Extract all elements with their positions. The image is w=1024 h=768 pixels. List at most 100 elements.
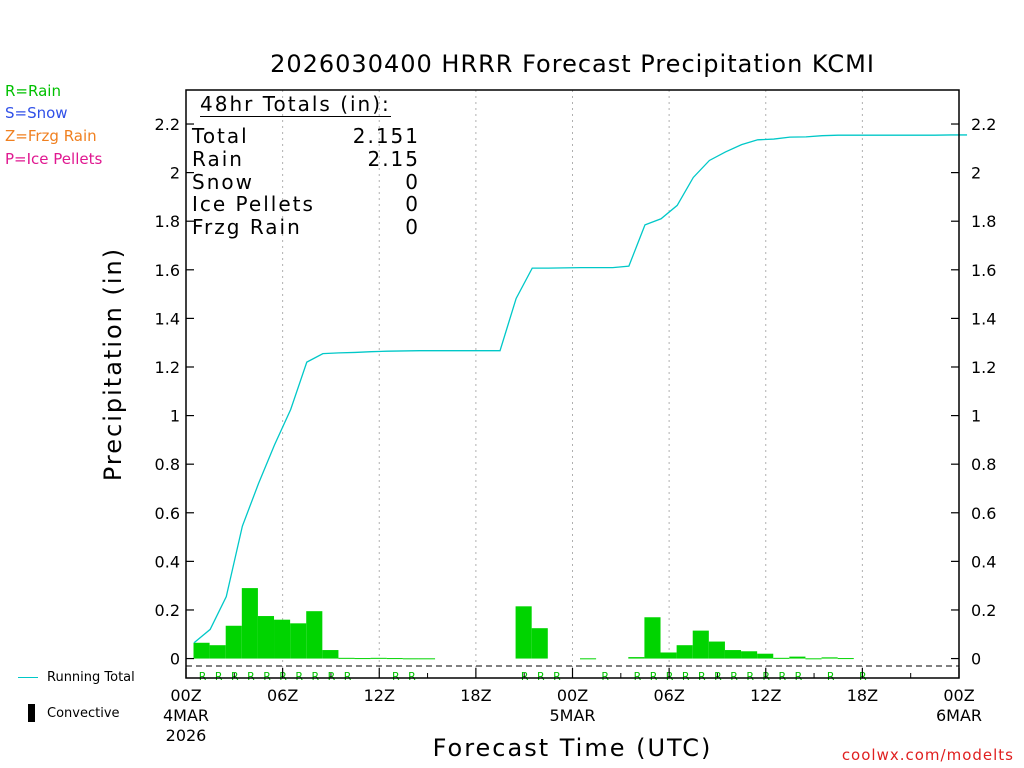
ptype-marker: R: [779, 670, 787, 683]
ptype-marker: R: [762, 670, 770, 683]
y-tick-label-right: 1.6: [971, 261, 996, 280]
y-tick-label: 1.4: [155, 309, 180, 328]
x-axis-label: Forecast Time (UTC): [432, 734, 713, 762]
ptype-marker: R: [279, 670, 287, 683]
x-tick-label: 6MAR: [936, 706, 982, 725]
totals-header: 48hr Totals (in):: [200, 92, 391, 117]
precip-bar: [193, 642, 210, 659]
ptype-marker: R: [795, 670, 803, 683]
legend-snow: S=Snow: [5, 104, 68, 122]
totals-label-freezing-rain: Frzg Rain: [192, 215, 302, 239]
precip-bar: [241, 588, 258, 659]
precip-bar: [676, 645, 693, 659]
ptype-marker: R: [714, 670, 722, 683]
y-tick-label: 1.2: [155, 358, 180, 377]
y-tick-label: 0.2: [155, 601, 180, 620]
y-tick-label: 0.8: [155, 455, 180, 474]
y-tick-label-right: 1: [971, 407, 981, 426]
totals-value-ice-pellets: 0: [405, 192, 420, 216]
precip-bar: [805, 658, 822, 660]
ptype-marker: R: [521, 670, 529, 683]
ptype-marker: R: [247, 670, 255, 683]
ptype-marker: R: [344, 670, 352, 683]
precip-bar: [418, 658, 436, 660]
x-tick-label: 2026: [166, 726, 207, 745]
running-total-legend-label: Running Total: [47, 670, 135, 685]
y-tick-label-right: 1.4: [971, 309, 996, 328]
precip-bar: [741, 651, 758, 659]
x-tick-label: 00Z: [170, 686, 201, 705]
precip-bar: [692, 630, 709, 659]
y-tick-label: 0: [170, 650, 180, 669]
totals-value-rain: 2.15: [367, 147, 420, 171]
x-tick-label: 5MAR: [549, 706, 595, 725]
ptype-marker: R: [746, 670, 754, 683]
chart-title: 2026030400 HRRR Forecast Precipitation K…: [270, 50, 875, 78]
x-tick-label: 06Z: [267, 686, 298, 705]
x-tick-label: 18Z: [847, 686, 878, 705]
y-tick-label-right: 0.8: [971, 455, 996, 474]
precip-bar: [724, 650, 742, 659]
totals-value-snow: 0: [405, 170, 420, 194]
totals-label-ice-pellets: Ice Pellets: [192, 192, 315, 216]
precip-bar: [644, 617, 661, 659]
ptype-marker: R: [601, 670, 609, 683]
precip-bar: [225, 625, 242, 659]
precip-bar: [660, 652, 677, 659]
totals-label-rain: Rain: [192, 147, 244, 171]
precip-bar: [402, 658, 419, 660]
precip-bar: [708, 641, 725, 659]
ptype-marker: R: [698, 670, 706, 683]
precip-bar: [837, 658, 854, 660]
ptype-marker: R: [827, 670, 835, 683]
ptype-marker: R: [263, 670, 271, 683]
ptype-marker: R: [199, 670, 207, 683]
ptype-marker: R: [215, 670, 223, 683]
y-tick-label-right: 0.4: [971, 552, 996, 571]
y-tick-label: 0.6: [155, 504, 180, 523]
y-tick-label-right: 0.6: [971, 504, 996, 523]
x-tick-label: 4MAR: [163, 706, 209, 725]
running-total-line: [193, 134, 968, 644]
x-tick-label: 00Z: [557, 686, 588, 705]
ptype-marker: R: [730, 670, 738, 683]
y-tick-label: 1: [170, 407, 180, 426]
legend-rain: R=Rain: [5, 82, 61, 100]
totals-label-total: Total: [192, 124, 249, 148]
legend-freezing-rain: Z=Frzg Rain: [5, 127, 97, 145]
y-tick-label-right: 0: [971, 650, 981, 669]
precip-bar: [821, 657, 838, 659]
precip-bar: [290, 623, 307, 659]
x-tick-label: 06Z: [653, 686, 684, 705]
ptype-marker: R: [408, 670, 416, 683]
ptype-marker: R: [682, 670, 690, 683]
y-tick-label-right: 2: [971, 164, 981, 183]
totals-value-freezing-rain: 0: [405, 215, 420, 239]
y-tick-label: 1.8: [155, 212, 180, 231]
y-tick-label-right: 1.2: [971, 358, 996, 377]
ptype-marker: R: [553, 670, 561, 683]
ptype-marker: R: [666, 670, 674, 683]
precip-bar: [531, 628, 548, 659]
precip-bar: [306, 611, 323, 659]
y-axis-label: Precipitation (in): [99, 246, 127, 482]
ptype-marker: R: [634, 670, 642, 683]
running-total-legend-line: [18, 677, 38, 678]
y-tick-label: 1.6: [155, 261, 180, 280]
y-tick-label-right: 0.2: [971, 601, 996, 620]
totals-label-snow: Snow: [192, 170, 254, 194]
precip-bar: [580, 658, 597, 660]
precip-bar: [757, 653, 774, 659]
precip-bar: [789, 656, 806, 659]
y-tick-label-right: 1.8: [971, 212, 996, 231]
precip-bar: [322, 650, 339, 659]
precip-bar: [209, 645, 226, 659]
ptype-marker: R: [295, 670, 303, 683]
ptype-marker: R: [312, 670, 320, 683]
y-tick-label: 2: [170, 164, 180, 183]
precip-bar: [515, 606, 532, 659]
y-tick-label-right: 2.2: [971, 115, 996, 134]
precip-bar: [386, 658, 403, 660]
ptype-marker: R: [650, 670, 658, 683]
